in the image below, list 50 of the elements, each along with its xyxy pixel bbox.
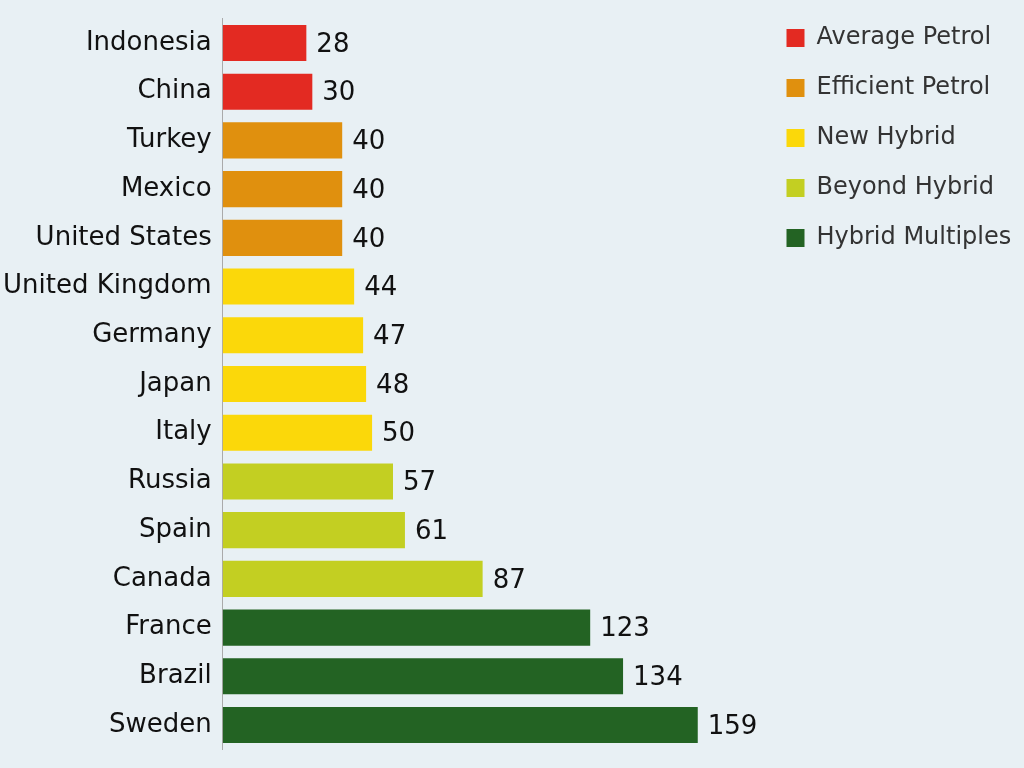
bar	[222, 171, 343, 208]
bar	[222, 317, 364, 354]
data-label: 50	[382, 417, 416, 448]
bar	[222, 268, 355, 305]
y-tick-label: China	[137, 74, 212, 105]
y-tick-label: Sweden	[108, 707, 212, 738]
bar	[222, 658, 624, 695]
y-tick-label: Canada	[112, 561, 212, 592]
data-label: 134	[633, 661, 683, 692]
data-label: 40	[352, 173, 386, 204]
y-tick-label: Spain	[139, 512, 212, 543]
y-tick-label: Japan	[137, 366, 212, 397]
y-tick-label: United Kingdom	[3, 269, 212, 300]
bar	[222, 414, 373, 451]
bar	[222, 122, 343, 159]
y-tick-label: Germany	[92, 318, 212, 349]
bar	[222, 512, 405, 549]
legend-label: Hybrid Multiples	[816, 222, 1012, 251]
y-tick-label: Indonesia	[85, 25, 212, 56]
bar	[222, 365, 367, 403]
bar	[222, 463, 393, 500]
data-label: 40	[352, 222, 386, 253]
legend-label: Beyond Hybrid	[816, 172, 994, 201]
data-label: 47	[373, 320, 407, 351]
bar	[222, 73, 313, 110]
data-label: 28	[316, 27, 350, 58]
y-tick-label: Italy	[155, 415, 212, 446]
data-label: 40	[352, 125, 386, 156]
y-tick-label: United States	[35, 220, 212, 251]
bar	[222, 609, 591, 646]
y-tick-label: France	[125, 610, 212, 641]
legend-label: Efficient Petrol	[816, 72, 991, 101]
data-label: 87	[492, 563, 526, 594]
y-tick-label: Mexico	[120, 171, 212, 202]
data-label: 44	[364, 271, 398, 302]
bar	[222, 219, 343, 256]
bar	[222, 24, 307, 62]
data-label: 123	[600, 612, 650, 643]
data-label: 48	[376, 368, 410, 399]
bar	[222, 706, 698, 744]
data-label: 159	[707, 709, 758, 740]
y-tick-label: Turkey	[126, 123, 212, 154]
legend-label: Average Petrol	[816, 22, 992, 51]
data-label: 61	[414, 514, 449, 545]
data-label: 57	[402, 466, 437, 497]
data-label: 30	[322, 76, 356, 107]
y-tick-label: Brazil	[139, 659, 212, 690]
legend-label: New Hybrid	[816, 122, 956, 151]
bar	[222, 560, 483, 597]
y-tick-label: Russia	[128, 464, 212, 495]
